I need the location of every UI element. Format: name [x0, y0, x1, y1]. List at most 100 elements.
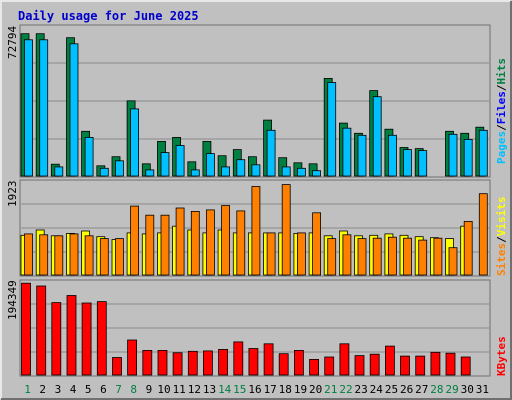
panel-hits-files-grid — [21, 62, 489, 140]
bar-files-day-29 — [448, 133, 458, 177]
bar-files-day-12 — [190, 169, 200, 177]
bar-kbytes-day-8 — [127, 339, 137, 376]
panel-hits-files: 72794 Pages/Files/Hits — [6, 24, 508, 178]
day-label-2: 2 — [39, 383, 46, 396]
bar-sites-day-26 — [403, 237, 412, 276]
bar-kbytes-day-26 — [400, 355, 410, 376]
bar-files-day-10 — [160, 152, 170, 177]
day-label-18: 18 — [279, 383, 292, 396]
bar-kbytes-day-13 — [202, 350, 213, 376]
day-label-3: 3 — [55, 383, 62, 396]
bar-sites-day-22 — [342, 234, 352, 276]
day-label-1: 1 — [24, 383, 31, 396]
bar-sites-day-30 — [463, 220, 473, 276]
bar-files-day-1 — [24, 39, 33, 177]
legend-sep-2: / — [495, 84, 508, 91]
day-label-27: 27 — [415, 383, 428, 396]
sites-y-max-label: 1923 — [6, 181, 19, 208]
day-label-16: 16 — [248, 383, 261, 396]
bar-files-day-7 — [115, 160, 124, 177]
bar-sites-day-18 — [281, 184, 291, 276]
day-label-10: 10 — [157, 383, 170, 396]
sites-visits-legend: Sites/Visits — [495, 197, 508, 277]
hits-y-max-label: 72794 — [6, 26, 19, 59]
day-label-7: 7 — [115, 383, 122, 396]
legend-hits: Hits — [495, 58, 508, 85]
bar-sites-day-17 — [266, 232, 276, 276]
bar-kbytes-day-21 — [324, 356, 335, 376]
bar-sites-day-16 — [251, 186, 261, 276]
day-label-22: 22 — [339, 383, 352, 396]
bar-files-day-2 — [39, 39, 49, 177]
bar-kbytes-day-22 — [339, 343, 350, 376]
bar-kbytes-day-29 — [445, 352, 456, 376]
bar-sites-day-31 — [478, 193, 488, 276]
bar-files-day-22 — [342, 127, 352, 177]
bar-files-day-5 — [84, 136, 94, 177]
bar-files-day-19 — [296, 167, 306, 177]
day-label-19: 19 — [294, 383, 307, 396]
day-label-15: 15 — [233, 383, 246, 396]
chart-title: Daily usage for June 2025 — [18, 9, 199, 23]
bar-kbytes-day-18 — [278, 353, 289, 376]
day-label-23: 23 — [354, 383, 367, 396]
bar-kbytes-day-2 — [36, 285, 47, 376]
legend-sep-1: / — [495, 124, 508, 131]
legend-sep-3: / — [495, 236, 508, 243]
day-label-8: 8 — [130, 383, 137, 396]
bar-files-day-9 — [145, 169, 155, 177]
bar-sites-day-27 — [418, 239, 428, 276]
day-label-5: 5 — [85, 383, 92, 396]
bar-sites-day-7 — [115, 238, 124, 276]
panel-visits-sites: 1923 Sites/Visits — [6, 179, 508, 277]
bar-kbytes-day-4 — [66, 295, 77, 376]
bar-kbytes-day-28 — [430, 351, 441, 376]
day-label-28: 28 — [430, 383, 443, 396]
bar-kbytes-day-20 — [309, 358, 320, 376]
bar-sites-day-9 — [145, 214, 155, 276]
bar-kbytes-day-24 — [369, 353, 380, 376]
bar-kbytes-day-9 — [142, 349, 153, 376]
bar-sites-day-6 — [99, 238, 109, 276]
bar-files-day-27 — [418, 150, 428, 177]
bar-kbytes-day-12 — [187, 350, 198, 376]
bar-files-day-3 — [54, 166, 64, 177]
bar-sites-day-4 — [69, 233, 79, 276]
bar-sites-day-12 — [190, 210, 200, 276]
panel-kbytes-bars — [21, 282, 471, 376]
bar-sites-day-29 — [448, 247, 458, 276]
hits-files-pages-legend: Pages/Files/Hits — [495, 58, 508, 164]
kbytes-y-max-label: 194349 — [6, 280, 19, 320]
panel-visits-sites-bars — [20, 184, 488, 276]
bar-files-day-6 — [99, 167, 109, 177]
day-label-14: 14 — [218, 383, 232, 396]
bar-sites-day-14 — [221, 205, 231, 276]
bar-files-day-31 — [478, 129, 488, 177]
bar-files-day-30 — [463, 138, 473, 177]
legend-visits: Visits — [495, 197, 508, 237]
bar-sites-day-20 — [312, 212, 322, 276]
bar-sites-day-3 — [54, 235, 64, 276]
bar-sites-day-24 — [372, 237, 382, 276]
day-label-9: 9 — [146, 383, 153, 396]
bar-sites-day-13 — [205, 209, 215, 276]
bar-kbytes-day-10 — [157, 349, 168, 376]
bar-sites-day-8 — [130, 205, 140, 276]
day-label-17: 17 — [264, 383, 277, 396]
bar-files-day-23 — [357, 134, 367, 177]
bar-kbytes-day-7 — [112, 357, 122, 376]
bar-files-day-13 — [205, 153, 215, 177]
bar-sites-day-2 — [39, 234, 49, 276]
bar-files-day-25 — [387, 134, 397, 177]
day-label-26: 26 — [400, 383, 413, 396]
legend-sites: Sites — [495, 243, 508, 276]
legend-files: Files — [495, 91, 508, 124]
bar-files-day-20 — [312, 170, 322, 177]
bar-kbytes-day-1 — [21, 282, 31, 376]
bar-sites-day-25 — [387, 236, 397, 276]
bar-sites-day-1 — [24, 233, 33, 276]
bar-kbytes-day-5 — [81, 302, 92, 376]
bar-kbytes-day-3 — [51, 302, 62, 376]
day-label-31: 31 — [476, 383, 489, 396]
bar-kbytes-day-25 — [384, 345, 395, 376]
